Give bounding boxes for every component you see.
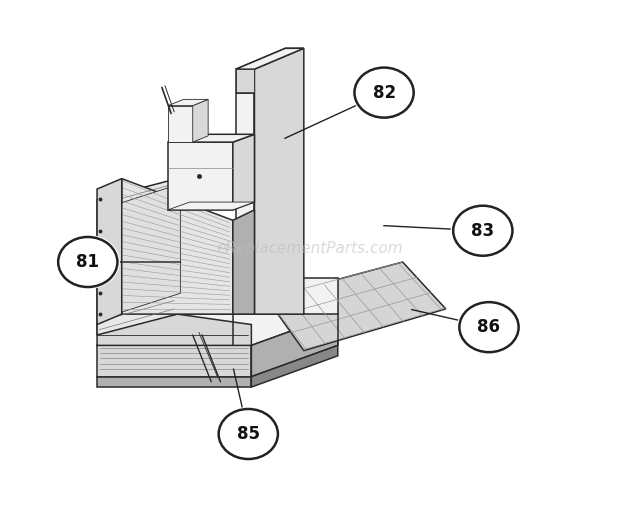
Circle shape [459,302,518,352]
Polygon shape [115,184,180,314]
Polygon shape [168,142,233,210]
Polygon shape [168,100,208,106]
Polygon shape [168,134,254,142]
Text: 81: 81 [76,253,99,271]
Polygon shape [233,134,254,210]
Polygon shape [236,69,254,314]
Circle shape [355,68,414,117]
Text: eReplacementParts.com: eReplacementParts.com [216,242,404,256]
Polygon shape [97,314,338,345]
Circle shape [352,66,416,119]
Polygon shape [236,48,304,69]
Circle shape [453,206,513,256]
Text: 86: 86 [477,318,500,336]
Polygon shape [122,179,233,314]
Polygon shape [97,179,177,335]
Polygon shape [97,314,251,345]
Polygon shape [267,262,446,351]
Polygon shape [97,377,251,387]
Polygon shape [236,69,254,93]
Text: 83: 83 [471,222,494,239]
Polygon shape [254,48,304,314]
Circle shape [219,409,278,459]
Circle shape [58,237,117,287]
Text: 85: 85 [237,425,260,443]
Polygon shape [233,278,338,314]
Polygon shape [168,106,193,142]
Polygon shape [233,210,254,314]
Circle shape [216,407,280,461]
Circle shape [56,235,120,289]
Polygon shape [193,100,208,142]
Circle shape [451,204,515,258]
Polygon shape [251,345,338,387]
Polygon shape [97,179,122,324]
Circle shape [457,300,521,354]
Polygon shape [97,345,251,377]
Polygon shape [251,314,338,377]
Polygon shape [168,202,254,210]
Polygon shape [236,48,304,69]
Text: 82: 82 [373,84,396,102]
